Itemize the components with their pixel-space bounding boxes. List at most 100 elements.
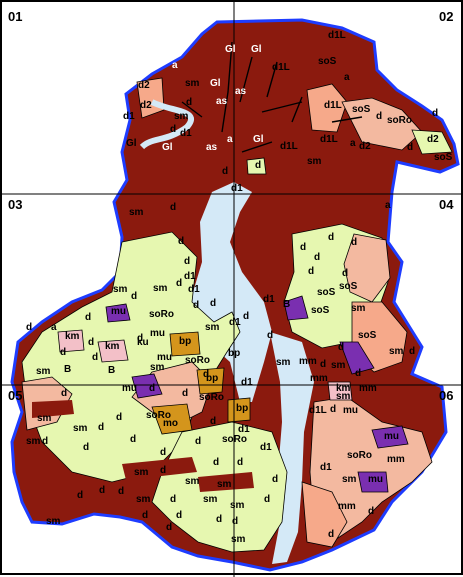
unit-label: d1 [238, 424, 250, 435]
unit-label: d [210, 416, 216, 427]
unit-label: sm [129, 207, 144, 218]
unit-label: d [351, 237, 357, 248]
unit-label: d [130, 434, 136, 445]
unit-label: bp [236, 403, 248, 414]
unit-label: mu [111, 306, 126, 317]
zone-mu-1 [105, 303, 131, 323]
unit-label: d [407, 142, 413, 153]
zone-bp-1 [169, 331, 201, 357]
zone-mu-3 [339, 341, 375, 375]
unit-label: Gl [251, 44, 262, 55]
unit-label: km [336, 383, 351, 394]
patch-d2-east [411, 129, 453, 155]
unit-label: d1L [272, 62, 290, 73]
unit-label: d2 [427, 134, 439, 145]
unit-label: d [166, 522, 172, 533]
unit-label: soRo [199, 392, 224, 403]
unit-label: d [98, 422, 104, 433]
unit-label: sm [73, 423, 88, 434]
sheet-number-06: 06 [439, 388, 454, 403]
unit-label: d [368, 506, 374, 517]
unit-label: d [88, 337, 94, 348]
unit-label: d1 [320, 462, 332, 473]
unit-label: d [184, 256, 190, 267]
unit-label: d [264, 494, 270, 505]
zone-mu-2 [283, 295, 309, 321]
unit-label: sm [113, 284, 128, 295]
unit-label: sm [136, 494, 151, 505]
unit-label: sm [331, 360, 346, 371]
unit-label: d1 [180, 128, 192, 139]
unit-label: d [328, 232, 334, 243]
unit-label: d [213, 457, 219, 468]
unit-label: sm [185, 78, 200, 89]
unit-label: sm [205, 322, 220, 333]
zone-mu-4 [131, 373, 163, 399]
unit-label: d [328, 529, 334, 540]
unit-label: soS [318, 56, 337, 67]
unit-label: B [64, 364, 71, 375]
zone-km-1 [57, 329, 85, 353]
unit-label: mu [343, 405, 358, 416]
unit-label: d [118, 486, 124, 497]
unit-label: d [178, 236, 184, 247]
unit-label: sm [150, 362, 165, 373]
unit-label: sm [276, 357, 291, 368]
unit-label: d1 [188, 284, 200, 295]
unit-label: d [176, 278, 182, 289]
unit-label: sm [153, 283, 168, 294]
unit-label: soS [317, 287, 336, 298]
unit-label: bp [228, 348, 240, 359]
unit-label: d [272, 474, 278, 485]
unit-label: as [216, 96, 228, 107]
band-sm-centre [198, 472, 254, 492]
unit-label: d [85, 312, 91, 323]
unit-label: km [105, 341, 120, 352]
unit-label: d [308, 266, 314, 277]
unit-label: d1L [309, 405, 327, 416]
unit-label: sm [307, 156, 322, 167]
unit-label: a [344, 72, 350, 83]
band-sm-south [122, 457, 197, 480]
unit-label: d [330, 404, 336, 415]
unit-label: mm [299, 356, 317, 367]
unit-label: sm [336, 391, 351, 402]
unit-label: soS [311, 305, 330, 316]
unit-label: d1 [123, 111, 135, 122]
zone-mu-6 [357, 471, 389, 493]
unit-label: a [227, 134, 233, 145]
unit-label: soRo [146, 410, 171, 421]
unit-label: mu [150, 328, 165, 339]
unit-label: sm [46, 516, 61, 527]
unit-label: d [142, 510, 148, 521]
unit-label: d1 [184, 271, 196, 282]
unit-label: d [216, 514, 222, 525]
sheet-number-05: 05 [8, 388, 23, 403]
unit-label: as [235, 86, 247, 97]
unit-label: d [210, 298, 216, 309]
valley-lines [181, 41, 363, 153]
unit-label: sm [134, 467, 149, 478]
unit-label: Gl [162, 142, 173, 153]
sea-estuary [190, 182, 272, 402]
unit-label: sm [351, 303, 366, 314]
unit-label: d [232, 516, 238, 527]
unit-label: sm [185, 476, 200, 487]
zone-mu-5 [371, 425, 409, 449]
unit-label: soRo [387, 115, 412, 126]
unit-label: mm [310, 373, 328, 384]
unit-label: B [108, 365, 115, 376]
unit-label: d1 [241, 377, 253, 388]
unit-label: d2 [140, 100, 152, 111]
unit-label: d [60, 347, 66, 358]
unit-label: soRo [347, 450, 372, 461]
zone-km-3 [327, 381, 353, 401]
unit-label: d [203, 369, 209, 380]
unit-label: d [237, 457, 243, 468]
unit-label: d [170, 202, 176, 213]
unit-label: d [186, 97, 192, 108]
unit-label: a [51, 322, 57, 333]
unit-label: mu [384, 431, 399, 442]
unit-label: sm [36, 366, 51, 377]
